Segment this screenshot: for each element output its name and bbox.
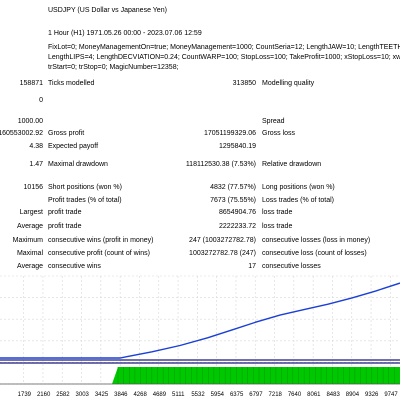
largest-label: Largest [19, 209, 43, 216]
largest-profit-value: 8654904.76 [219, 209, 256, 216]
quality-label: Modelling quality [262, 80, 315, 87]
average-profit-label: profit trade [48, 223, 82, 230]
long-positions-label: Long positions (won %) [262, 184, 335, 191]
avg-wins-label: consecutive wins [48, 263, 101, 270]
balance-chart-svg: 1739 2160 2582 3003 3425 3846 4268 4689 5111 5532… [0, 275, 400, 398]
quality-value: 313850 [232, 80, 256, 87]
short-positions-label: Short positions (won %) [48, 184, 122, 191]
x-tick-label: 7218 [269, 392, 283, 398]
symbol-title: USDJPY (US Dollar vs Japanese Yen) [48, 7, 167, 14]
max-drawdown-value: 118112530.38 (7.53%) [185, 161, 256, 168]
loss-trades-label: Loss trades (% of total) [262, 197, 334, 204]
x-tick-label: 3846 [114, 392, 128, 398]
x-tick-label: 5532 [191, 392, 205, 398]
params-line-2: LengthLIPS=4; LengthDECVIATION=0.24; Cou… [48, 54, 400, 61]
ticks-label: Ticks modelled [48, 80, 95, 87]
x-tick-label: 2582 [56, 392, 70, 398]
x-tick-label: 1739 [18, 392, 32, 398]
x-tick-label: 5111 [172, 392, 185, 398]
x-tick-label: 8061 [307, 392, 321, 398]
net-profit-value: 160553002.92 [0, 130, 43, 137]
maximal-loss-label: consecutive loss (count of losses) [262, 250, 367, 257]
x-tick-label: 4689 [153, 392, 167, 398]
maximum-label: Maximum [12, 237, 43, 244]
x-tick-label: 8904 [346, 392, 360, 398]
x-tick-label: 6797 [249, 392, 263, 398]
gross-profit-label: Gross profit [48, 130, 85, 137]
x-tick-label: 9326 [365, 392, 379, 398]
x-tick-label: 8483 [326, 392, 340, 398]
expected-payoff-label: Expected payoff [48, 143, 99, 150]
avg-losses-label: consecutive losses [262, 263, 321, 270]
average2-label: Average [17, 263, 43, 270]
largest-profit-label: profit trade [48, 209, 82, 216]
params-line-3: trStart=0; trStop=0; MagicNumber=12358; [48, 64, 179, 71]
avg-wins-value: 17 [248, 263, 256, 270]
gross-loss-label: Gross loss [262, 130, 296, 137]
average-loss-label: loss trade [262, 223, 293, 230]
max-losses-label: consecutive losses (loss in money) [262, 237, 371, 244]
maximal-profit-value: 1003272782.78 (247) [189, 250, 256, 257]
profit-trades-label: Profit trades (% of total) [48, 197, 122, 204]
abs-drawdown-value: 1.47 [29, 161, 43, 168]
max-wins-value: 247 (1003272782.78) [189, 237, 256, 244]
expected-payoff-value: 1295840.19 [219, 143, 256, 150]
gross-profit-value: 17051199329.06 [203, 130, 256, 137]
params-line-1: FixLot=0; MoneyManagementOn=true; MoneyM… [48, 44, 400, 51]
profit-trades-value: 7673 (75.55%) [210, 197, 256, 204]
average-profit-value: 2222233.72 [219, 223, 256, 230]
x-tick-label: 4268 [133, 392, 147, 398]
balance-curve [0, 282, 400, 359]
x-tick-label: 2160 [37, 392, 51, 398]
max-drawdown-label: Maximal drawdown [48, 161, 108, 168]
period-text: 1 Hour (H1) 1971.05.26 00:00 - 2023.07.0… [48, 30, 202, 37]
maximal-label: Maximal [16, 250, 43, 257]
spread-label: Spread [262, 118, 285, 125]
short-positions-value: 4832 (77.57%) [210, 184, 256, 191]
x-tick-label: 5954 [211, 392, 225, 398]
ticks-value: 158871 [19, 80, 43, 87]
x-tick-label: 9747 [384, 392, 398, 398]
x-tick-label: 6375 [230, 392, 244, 398]
largest-loss-label: loss trade [262, 209, 293, 216]
relative-drawdown-label: Relative drawdown [262, 161, 322, 168]
backtest-report: USDJPY (US Dollar vs Japanese Yen) 1 Hou… [0, 7, 400, 270]
x-tick-label: 3003 [76, 392, 90, 398]
total-trades-value: 10156 [23, 184, 43, 191]
average-label: Average [17, 223, 43, 230]
zero-value: 0 [39, 97, 43, 104]
max-wins-label: consecutive wins (profit in money) [48, 237, 154, 244]
x-tick-label: 7640 [288, 392, 302, 398]
profit-factor-value: 4.38 [29, 143, 43, 150]
maximal-profit-label: consecutive profit (count of wins) [48, 250, 150, 257]
volume-area [112, 367, 400, 384]
deposit-value: 1000.00 [17, 118, 43, 125]
x-tick-label: 3425 [95, 392, 109, 398]
balance-graph: 1739 2160 2582 3003 3425 3846 4268 4689 5111 5532… [0, 272, 400, 400]
